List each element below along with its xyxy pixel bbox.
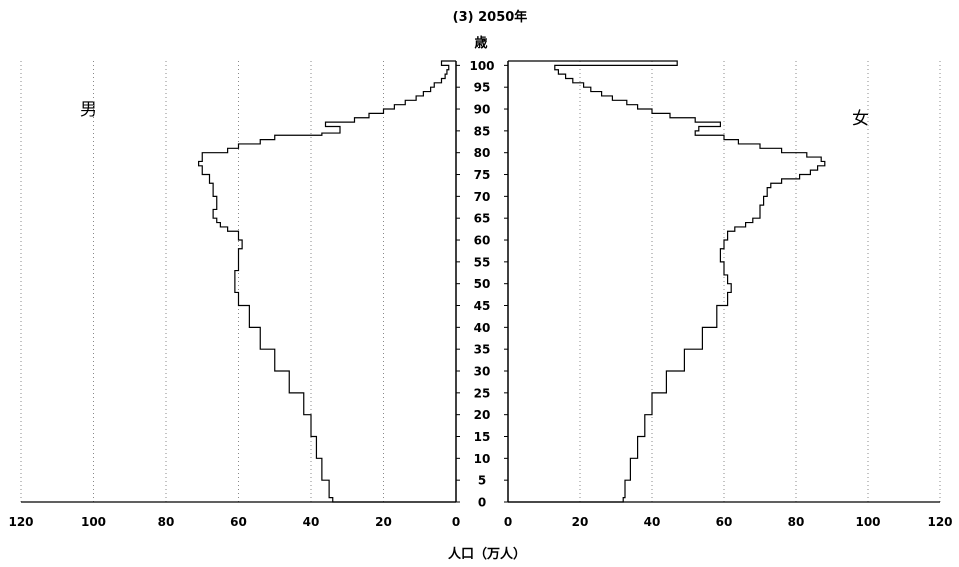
age-tick-30: 30 <box>474 365 491 379</box>
age-tick-15: 15 <box>474 430 491 444</box>
age-tick-80: 80 <box>474 146 491 160</box>
female-x-tick-20: 20 <box>572 515 589 529</box>
female-x-tick-40: 40 <box>644 515 661 529</box>
x-axis-label: 人口（万人） <box>448 546 526 562</box>
female-x-tick-labels: 0 20 40 60 80 100 120 <box>504 515 953 529</box>
female-x-tick-120: 120 <box>927 515 952 529</box>
male-x-tick-100: 100 <box>81 515 106 529</box>
age-tick-45: 45 <box>474 299 491 313</box>
age-tick-75: 75 <box>474 168 491 182</box>
male-gridlines <box>20 61 384 502</box>
age-tick-85: 85 <box>474 124 491 138</box>
age-tick-100: 100 <box>469 59 494 73</box>
male-label: 男 <box>80 100 97 120</box>
male-x-tick-labels: 0 20 40 60 80 100 120 <box>8 515 460 529</box>
male-x-tick-0: 0 <box>452 515 460 529</box>
female-label: 女 <box>852 109 869 129</box>
male-x-tick-120: 120 <box>8 515 33 529</box>
female-panel: 0 20 40 60 80 100 120 <box>504 61 953 529</box>
male-x-tick-60: 60 <box>230 515 247 529</box>
male-population-outline <box>198 60 456 503</box>
age-tick-60: 60 <box>474 234 491 248</box>
female-x-tick-0: 0 <box>504 515 512 529</box>
female-x-tick-60: 60 <box>716 515 733 529</box>
age-tick-0: 0 <box>478 496 486 510</box>
age-tick-55: 55 <box>474 255 491 269</box>
female-population-outline <box>508 60 826 503</box>
age-tick-90: 90 <box>474 103 491 117</box>
age-tick-50: 50 <box>474 277 491 291</box>
age-tick-10: 10 <box>474 452 491 466</box>
age-tick-70: 70 <box>474 190 491 204</box>
age-tick-20: 20 <box>474 408 491 422</box>
age-tick-40: 40 <box>474 321 491 335</box>
age-tick-95: 95 <box>474 81 491 95</box>
age-tick-25: 25 <box>474 386 491 400</box>
male-x-tick-80: 80 <box>158 515 175 529</box>
female-x-tick-80: 80 <box>788 515 805 529</box>
male-x-tick-40: 40 <box>303 515 320 529</box>
male-panel: 0 20 40 60 80 100 120 <box>8 61 460 529</box>
age-tick-5: 5 <box>478 474 486 488</box>
age-axis-label: 歳 <box>474 35 487 51</box>
age-tick-65: 65 <box>474 212 491 226</box>
age-tick-labels: 0 5 10 15 20 25 30 35 40 45 50 55 60 65 70 75 80 85 90 95 10… <box>456 59 508 510</box>
age-tick-35: 35 <box>474 343 491 357</box>
female-gridlines <box>579 61 941 502</box>
series-layer <box>21 60 940 503</box>
female-x-tick-100: 100 <box>855 515 880 529</box>
chart-title: (3) 2050年 <box>453 9 528 25</box>
male-x-tick-20: 20 <box>375 515 392 529</box>
